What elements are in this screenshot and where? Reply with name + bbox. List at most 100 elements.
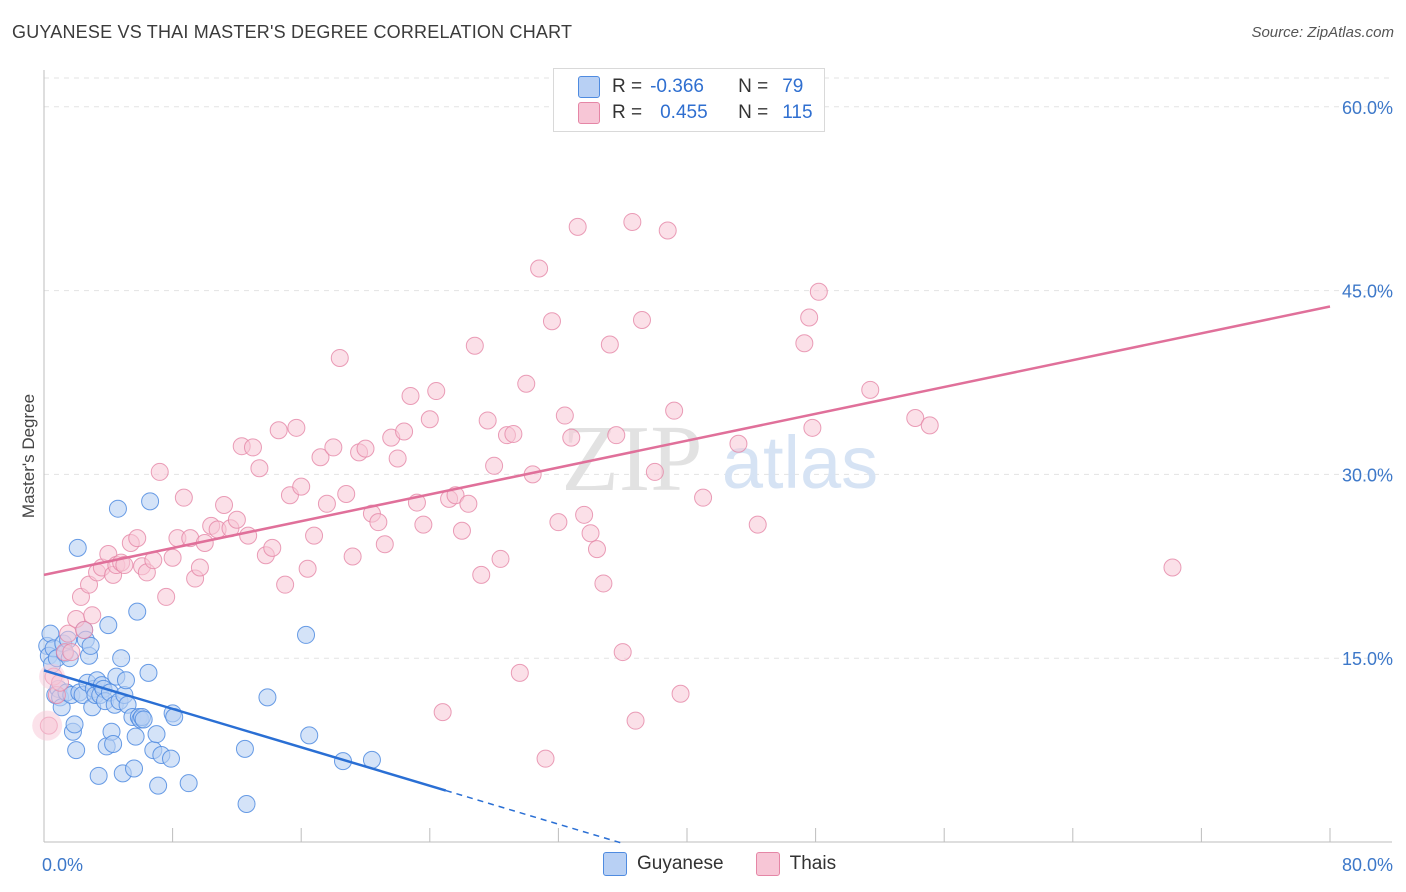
- point-thais: [243, 438, 262, 457]
- point-thais: [317, 494, 336, 513]
- bottom-legend-label-thais: Thais: [789, 853, 837, 874]
- point-thais: [555, 406, 574, 425]
- point-guyanese: [161, 749, 180, 768]
- point-thais: [665, 401, 684, 420]
- point-thais: [809, 282, 828, 301]
- point-guyanese: [179, 774, 198, 793]
- point-thais: [150, 462, 169, 481]
- point-guyanese: [128, 602, 147, 621]
- y-tick-label: 60.0%: [1342, 98, 1393, 118]
- point-thais: [75, 621, 94, 640]
- point-thais: [324, 438, 343, 457]
- point-thais: [465, 336, 484, 355]
- watermark-atlas: atlas: [722, 421, 878, 504]
- point-thais: [190, 558, 209, 577]
- point-guyanese: [258, 688, 277, 707]
- point-thais: [562, 428, 581, 447]
- point-guyanese: [235, 739, 254, 758]
- point-thais: [504, 424, 523, 443]
- legend-row-guyanese: R = -0.366 N = 79: [578, 75, 803, 99]
- point-thais: [452, 521, 471, 540]
- point-guyanese: [112, 649, 131, 668]
- point-thais: [861, 380, 880, 399]
- point-thais: [292, 477, 311, 496]
- point-thais: [305, 526, 324, 545]
- bottom-swatch-thais: [755, 852, 780, 876]
- point-thais: [388, 449, 407, 468]
- point-guyanese: [139, 663, 158, 682]
- watermark-zip: ZIP: [562, 407, 703, 511]
- point-thais: [163, 548, 182, 567]
- point-thais: [517, 374, 536, 393]
- point-thais: [401, 386, 420, 405]
- point-thais: [414, 515, 433, 534]
- bottom-swatch-guyanese: [603, 852, 627, 876]
- point-thais: [536, 749, 555, 768]
- point-thais: [485, 456, 504, 475]
- point-thais: [530, 259, 549, 278]
- point-thais: [115, 556, 134, 575]
- point-guyanese: [108, 499, 127, 518]
- point-guyanese: [104, 734, 123, 753]
- point-thais: [420, 410, 439, 429]
- point-thais: [330, 348, 349, 367]
- point-thais: [343, 547, 362, 566]
- gridlines: [44, 77, 1392, 659]
- point-thais: [491, 549, 510, 568]
- point-thais: [658, 221, 677, 240]
- point-thais: [542, 312, 561, 331]
- point-thais: [694, 488, 713, 507]
- legend-n-value: 79: [782, 76, 804, 97]
- y-tick-label: 15.0%: [1342, 649, 1393, 669]
- series-thais: [32, 212, 1182, 768]
- point-thais: [510, 663, 529, 682]
- point-guyanese: [68, 538, 87, 557]
- legend-row-thais: R = 0.455 N = 115: [578, 101, 813, 125]
- point-thais: [239, 526, 258, 545]
- point-thais: [623, 212, 642, 231]
- legend-r-value: 0.455: [660, 102, 708, 123]
- point-thais: [263, 538, 282, 557]
- point-guyanese: [99, 616, 118, 635]
- legend-n-value: 115: [782, 102, 813, 123]
- point-thais: [607, 426, 626, 445]
- point-thais: [157, 587, 176, 606]
- legend-n-label: N =: [738, 102, 769, 123]
- point-thais: [276, 575, 295, 594]
- point-thais: [800, 308, 819, 327]
- point-guyanese: [125, 759, 144, 778]
- point-thais: [581, 524, 600, 543]
- point-thais: [427, 382, 446, 401]
- point-thais: [600, 335, 619, 354]
- point-guyanese: [81, 636, 100, 655]
- point-guyanese: [134, 710, 153, 729]
- point-thais: [369, 513, 388, 532]
- trendline-thais: [43, 305, 1331, 577]
- x-tick-label-min: 0.0%: [42, 855, 83, 875]
- point-thais: [269, 421, 288, 440]
- point-thais: [906, 409, 925, 428]
- point-guyanese: [297, 625, 316, 644]
- point-thais: [174, 488, 193, 507]
- axes: [43, 70, 1392, 843]
- chart-title: GUYANESE VS THAI MASTER'S DEGREE CORRELA…: [12, 22, 573, 42]
- x-tick-label-max: 80.0%: [1342, 855, 1393, 875]
- point-guyanese: [67, 741, 86, 760]
- point-thais: [62, 643, 81, 662]
- point-thais: [613, 643, 632, 662]
- point-thais: [645, 462, 664, 481]
- point-thais: [626, 711, 645, 730]
- y-axis-label: Master's Degree: [19, 394, 38, 518]
- point-thais: [395, 422, 414, 441]
- point-thais: [250, 459, 269, 478]
- point-thais: [549, 513, 568, 532]
- point-thais: [568, 217, 587, 236]
- point-thais: [632, 310, 651, 329]
- point-thais: [587, 540, 606, 559]
- legend-r-value: -0.366: [650, 76, 704, 97]
- point-thais: [671, 684, 690, 703]
- point-thais: [729, 434, 748, 453]
- point-thais: [227, 510, 246, 529]
- point-thais: [215, 496, 234, 515]
